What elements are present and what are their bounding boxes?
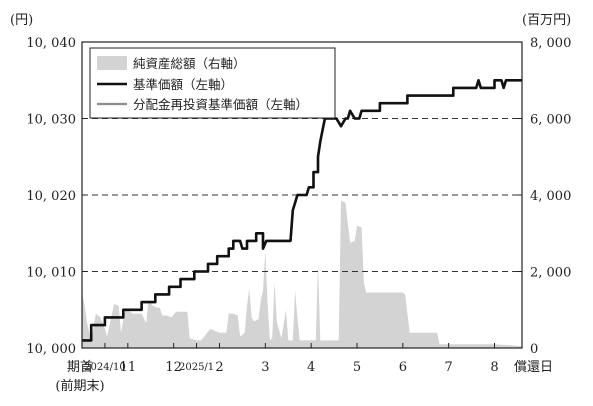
x-tick-label: 5	[353, 360, 361, 375]
legend-box	[89, 47, 336, 119]
right-tick-label: 6, 000	[530, 113, 571, 128]
right-tick-label: 0	[530, 342, 538, 357]
x-tick-label: 7	[445, 360, 453, 375]
x-tick-label: 8	[490, 360, 498, 375]
legend-swatch-net-assets	[97, 56, 127, 70]
x-tick-label: 2	[215, 360, 223, 375]
x-tick-label: 4	[307, 360, 315, 375]
left-tick-label: 10, 040	[26, 36, 76, 51]
left-tick-label: 10, 030	[26, 113, 76, 128]
nav-line	[82, 79, 522, 342]
x-tick-sublabel: (前期末)	[55, 378, 104, 394]
x-tick-label: 12	[165, 360, 182, 375]
x-tick-label: 2024/10	[84, 362, 126, 373]
left-axis-unit: (円)	[10, 13, 33, 28]
price-lines-layer	[82, 79, 522, 342]
x-tick-label: 期首	[67, 360, 93, 375]
tick-layer: 10, 000 10, 010 10, 020 10, 030 10, 040 0 2, 0…	[26, 36, 571, 394]
right-tick-label: 8, 000	[530, 36, 571, 51]
net-assets-area-layer	[82, 200, 522, 348]
x-tick-label: 6	[399, 360, 407, 375]
left-tick-label: 10, 010	[26, 266, 76, 281]
x-tick-label: 11	[120, 360, 137, 375]
net-assets-area	[82, 200, 522, 348]
left-tick-label: 10, 000	[26, 342, 76, 357]
right-tick-label: 4, 000	[530, 189, 571, 204]
x-tick-label: 3	[261, 360, 269, 375]
legend-label-reinvest: 分配金再投資基準価額（左軸）	[133, 97, 308, 112]
x-tick-label: 償還日	[514, 360, 553, 375]
right-tick-label: 2, 000	[530, 266, 571, 281]
legend-label-nav: 基準価額（左軸）	[133, 77, 233, 92]
left-tick-label: 10, 020	[26, 189, 76, 204]
x-tick-label: 2025/1	[179, 362, 214, 373]
legend-label-net-assets: 純資産総額（右軸）	[133, 56, 246, 71]
right-axis-unit: (百万円)	[522, 13, 571, 28]
legend: 純資産総額（右軸） 基準価額（左軸） 分配金再投資基準価額（左軸）	[89, 47, 336, 119]
